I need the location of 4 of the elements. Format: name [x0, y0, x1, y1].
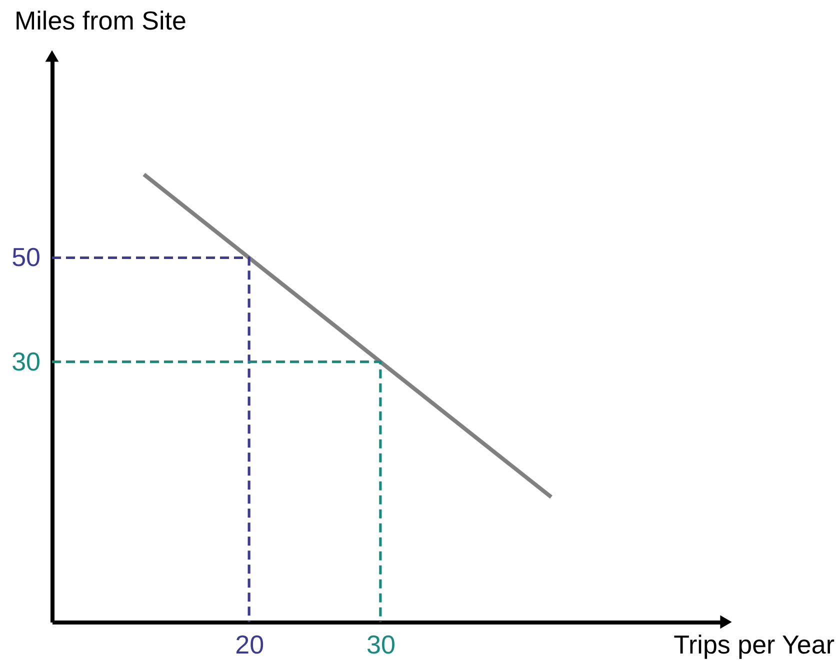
y-tick-label: 50	[12, 242, 40, 272]
y-axis-title: Miles from Site	[14, 6, 186, 36]
x-tick-label: 20	[235, 630, 264, 660]
x-axis-title: Trips per Year	[674, 630, 835, 660]
